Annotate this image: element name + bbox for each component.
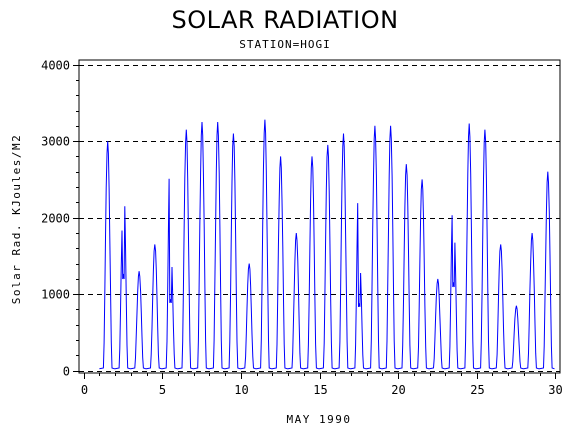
- x-tick-label-15: 15: [313, 383, 327, 397]
- y-tick-label-2000: 2000: [41, 212, 70, 226]
- y-tick-label-1000: 1000: [41, 288, 70, 302]
- y-tick-label-4000: 4000: [41, 59, 70, 73]
- axis-layer: 0 1000 2000 3000 4000 0 5 10 15 20 25 30: [41, 59, 563, 398]
- solar-radiation-series-line: [99, 119, 555, 370]
- x-axis-label: MAY 1990: [287, 413, 352, 426]
- y-axis-label: Solar Rad. KJoules/M2: [10, 134, 23, 305]
- y-tick-label-3000: 3000: [41, 135, 70, 149]
- x-tick-label-10: 10: [234, 383, 248, 397]
- series-layer: [99, 119, 555, 370]
- x-tick-label-20: 20: [391, 383, 405, 397]
- chart-title: SOLAR RADIATION: [171, 6, 399, 34]
- x-tick-label-0: 0: [81, 383, 88, 397]
- plot-frame: [78, 59, 561, 374]
- x-tick-label-25: 25: [470, 383, 484, 397]
- x-tick-label-5: 5: [159, 383, 166, 397]
- grid-layer: [79, 65, 560, 372]
- chart-subtitle: STATION=HOGI: [239, 38, 331, 51]
- x-tick-label-30: 30: [548, 383, 562, 397]
- y-tick-label-0: 0: [63, 365, 70, 379]
